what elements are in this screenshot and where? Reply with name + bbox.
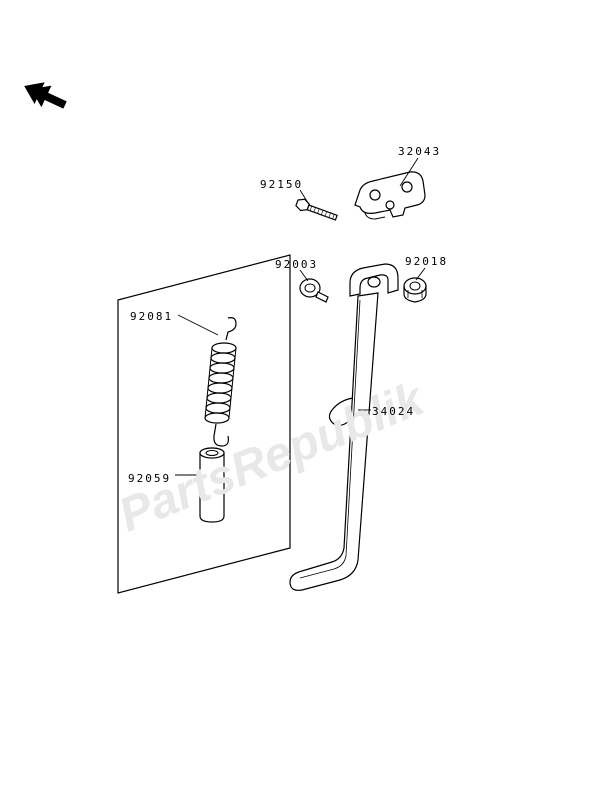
parts-panel-frame — [118, 255, 290, 593]
diagram-svg — [0, 0, 600, 785]
arrow-indicator-icon — [19, 75, 70, 116]
bracket-part — [355, 172, 425, 219]
label-92059: 92059 — [128, 472, 171, 485]
tube-part — [200, 448, 224, 522]
parts-diagram: PartsRepublik — [0, 0, 600, 785]
label-34024: 34024 — [372, 405, 415, 418]
pivot-bolt-part — [300, 279, 328, 302]
label-92150: 92150 — [260, 178, 303, 191]
side-stand-part — [290, 293, 378, 590]
label-92081: 92081 — [130, 310, 173, 323]
spring-part — [205, 318, 236, 446]
nut-part — [404, 278, 426, 302]
label-92003: 92003 — [275, 258, 318, 271]
stand-clevis — [350, 264, 398, 296]
label-92018: 92018 — [405, 255, 448, 268]
bolt-part — [295, 197, 339, 223]
label-32043: 32043 — [398, 145, 441, 158]
